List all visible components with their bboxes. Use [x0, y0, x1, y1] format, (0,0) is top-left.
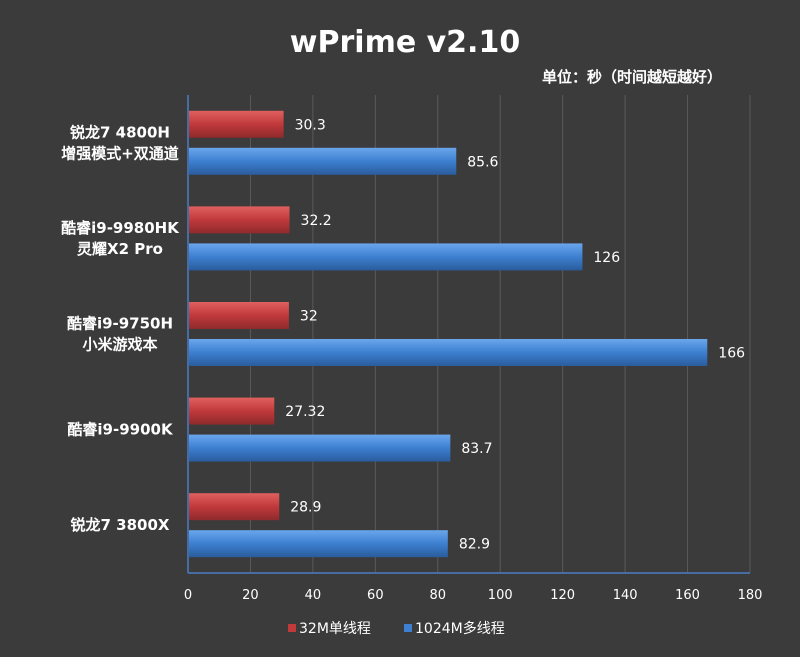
unit-note: 单位：秒（时间越短越好） — [542, 68, 722, 86]
bar-multi-thread — [189, 434, 451, 462]
legend-label-single: 32M单线程 — [299, 621, 371, 637]
x-tick-label: 120 — [550, 588, 575, 603]
bars-group — [189, 110, 708, 558]
x-tick-label: 60 — [367, 588, 384, 603]
x-tick-labels: 0 20 40 60 80 100 120 140 160 180 — [184, 588, 763, 603]
x-tick-label: 20 — [242, 588, 259, 603]
x-tick-label: 80 — [430, 588, 447, 603]
data-labels: 30.3 85.6 32.2 126 32 166 27.32 83.7 28.9 82.9 — [285, 117, 745, 552]
legend: 32M单线程 1024M多线程 — [288, 620, 505, 637]
data-label: 126 — [593, 250, 620, 266]
data-label: 166 — [718, 346, 745, 362]
bar-single-thread — [189, 397, 275, 425]
data-label: 85.6 — [467, 154, 498, 170]
data-label: 27.32 — [285, 404, 325, 420]
x-tick-label: 140 — [613, 588, 638, 603]
x-tick-label: 40 — [305, 588, 322, 603]
legend-swatch-single — [288, 624, 296, 632]
bar-single-thread — [189, 302, 289, 329]
category-label: 增强模式+双通道 — [61, 144, 179, 162]
bar-single-thread — [189, 206, 290, 234]
legend-label-multi: 1024M多线程 — [415, 620, 505, 637]
chart-title: wPrime v2.10 — [290, 25, 520, 60]
category-label: 酷睿i9-9750H — [67, 315, 173, 333]
legend-swatch-multi — [404, 624, 412, 632]
bar-multi-thread — [189, 147, 457, 175]
data-label: 83.7 — [461, 441, 492, 457]
data-label: 30.3 — [295, 117, 326, 133]
data-label: 32 — [300, 309, 318, 325]
bar-single-thread — [189, 493, 280, 521]
bar-multi-thread — [189, 530, 448, 558]
category-label: 灵耀X2 Pro — [77, 240, 163, 258]
bar-multi-thread — [189, 339, 708, 366]
category-label: 锐龙7 3800X — [71, 516, 170, 534]
category-label: 锐龙7 4800H — [70, 123, 170, 141]
x-tick-label: 0 — [184, 588, 192, 603]
x-tick-label: 180 — [738, 588, 763, 603]
data-label: 82.9 — [459, 537, 490, 553]
bar-multi-thread — [189, 243, 583, 271]
data-label: 28.9 — [290, 500, 321, 516]
data-label: 32.2 — [301, 213, 332, 229]
bar-single-thread — [189, 110, 284, 138]
category-label: 酷睿i9-9980HK — [61, 219, 180, 237]
x-tick-label: 100 — [488, 588, 513, 603]
category-label: 小米游戏本 — [82, 336, 157, 354]
x-tick-label: 160 — [675, 588, 700, 603]
category-label: 酷睿i9-9900K — [67, 421, 174, 439]
